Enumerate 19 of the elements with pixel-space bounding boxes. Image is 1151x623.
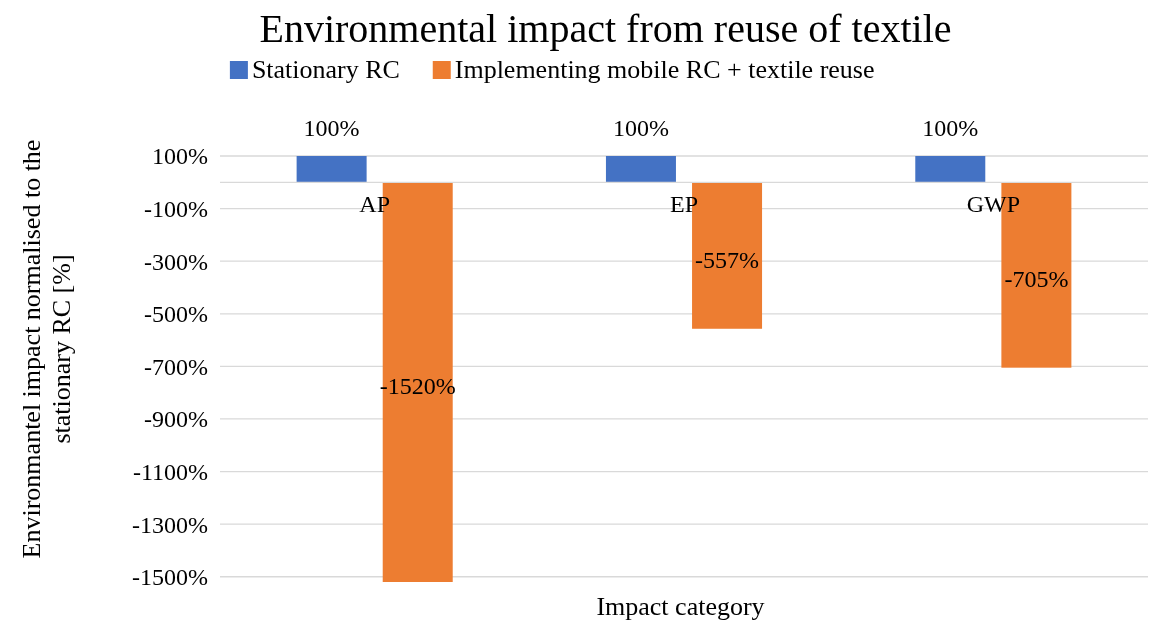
y-tick-label: -300% [144,248,209,275]
legend-label: Stationary RC [251,55,400,84]
data-label: -557% [695,246,760,273]
chart-title: Environmental impact from reuse of textile [259,6,952,51]
y-axis-title: Environmantel impact normalised to the stationary RC [%] [17,139,76,559]
data-label: 100% [303,115,360,141]
y-tick-label: 100% [152,143,208,170]
data-label: 100% [612,115,669,141]
y-tick-label: -1100% [132,458,209,485]
y-tick-label: -700% [144,353,209,380]
legend-label: Implementing mobile RC + textile reuse [454,55,875,84]
y-tick-label: -1500% [132,564,209,591]
y-tick-label: -1300% [132,511,209,538]
y-tick-label: -100% [144,195,209,222]
x-axis-title: Impact category [596,592,765,621]
y-tick-label: -900% [144,406,209,433]
data-label: 100% [922,115,979,141]
y-tick-label: -500% [144,301,209,328]
data-label: -705% [1004,265,1069,292]
